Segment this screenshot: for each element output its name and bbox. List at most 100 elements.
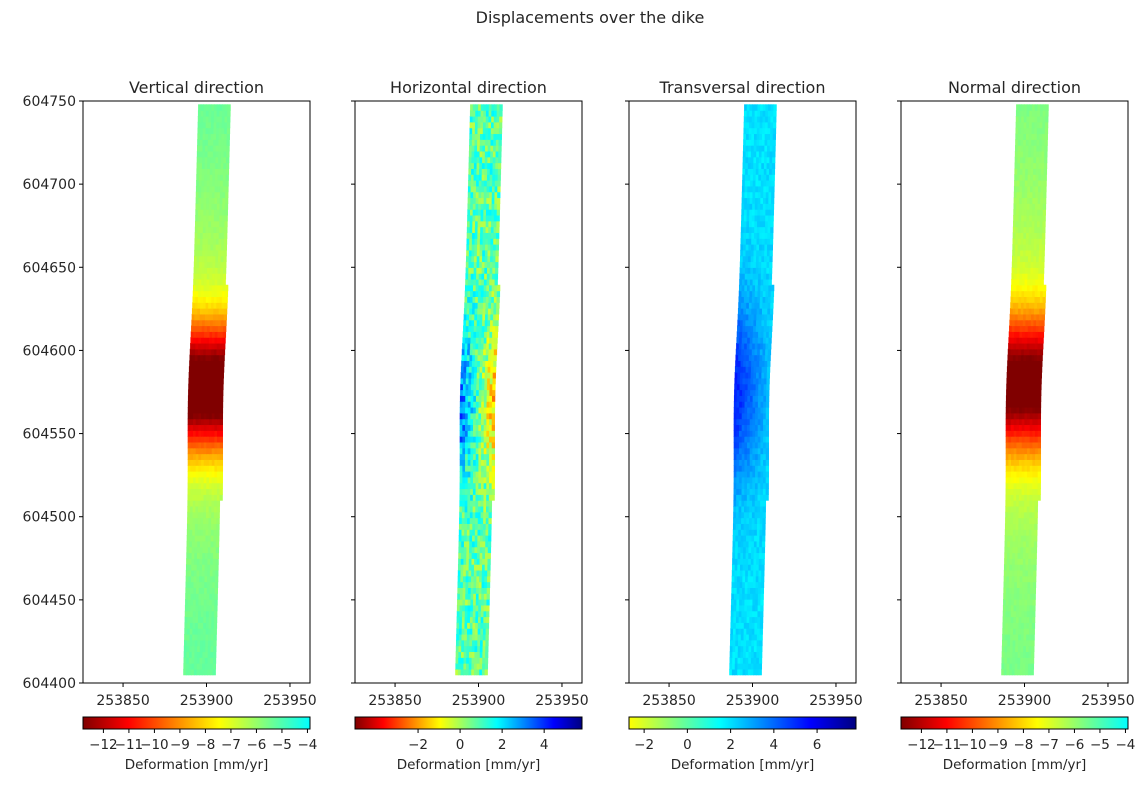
heatmap-cell	[1022, 383, 1026, 391]
heatmap-cell	[740, 360, 744, 367]
heatmap-cell	[473, 273, 477, 280]
heatmap-cell	[1038, 389, 1042, 396]
heatmap-cell	[470, 395, 474, 402]
heatmap-cell	[476, 156, 480, 164]
heatmap-cell	[478, 197, 482, 204]
heatmap-cell	[1014, 552, 1019, 559]
heatmap-cell	[211, 418, 215, 426]
heatmap-cell	[1024, 389, 1029, 396]
heatmap-cell	[1006, 383, 1010, 391]
heatmap-cell	[1037, 447, 1042, 455]
heatmap-cell	[483, 593, 488, 600]
heatmap-cell	[1017, 249, 1021, 257]
heatmap-cell	[758, 331, 762, 338]
heatmap-cell	[204, 267, 208, 274]
heatmap-cell	[197, 232, 201, 239]
heatmap-cell	[756, 523, 761, 530]
heatmap-cell	[211, 517, 215, 524]
heatmap-cell	[1016, 278, 1020, 286]
heatmap-cell	[215, 552, 219, 559]
heatmap-cell	[200, 500, 205, 507]
heatmap-cell	[492, 261, 496, 268]
heatmap-cell	[759, 622, 764, 629]
heatmap-cell	[1008, 430, 1012, 437]
heatmap-cell	[1024, 209, 1028, 216]
heatmap-cell	[1027, 331, 1031, 338]
heatmap-cell	[202, 244, 206, 251]
heatmap-cell	[1013, 494, 1017, 501]
heatmap-cell	[493, 127, 497, 135]
heatmap-cell	[741, 517, 745, 524]
heatmap-cell	[754, 133, 758, 140]
heatmap-cell	[480, 220, 484, 228]
heatmap-cell	[493, 139, 497, 146]
heatmap-cell	[183, 668, 187, 676]
heatmap-cell	[740, 308, 744, 315]
heatmap-cell	[751, 651, 755, 658]
heatmap-cell	[196, 552, 201, 559]
heatmap-cell	[1017, 575, 1021, 583]
heatmap-cell	[472, 633, 476, 641]
heatmap-cell	[467, 290, 471, 297]
heatmap-cell	[203, 593, 208, 600]
heatmap-cell	[190, 500, 194, 507]
heatmap-cell	[756, 663, 760, 670]
heatmap-cell	[750, 261, 754, 268]
heatmap-cell	[1028, 121, 1033, 129]
heatmap-cell	[755, 424, 759, 431]
heatmap-cell	[224, 110, 228, 117]
heatmap-cell	[770, 220, 774, 228]
heatmap-cell	[1022, 372, 1026, 379]
heatmap-cell	[460, 366, 465, 373]
heatmap-cell	[745, 668, 749, 676]
heatmap-cell	[751, 616, 756, 623]
heatmap-cell	[1015, 546, 1019, 554]
heatmap-cell	[466, 639, 470, 647]
heatmap-cell	[738, 342, 743, 350]
heatmap-cell	[472, 482, 477, 490]
heatmap-cell	[1022, 587, 1026, 594]
heatmap-cell	[1040, 284, 1044, 292]
heatmap-cell	[489, 174, 493, 181]
heatmap-cell	[198, 593, 202, 600]
heatmap-cell	[202, 255, 206, 263]
heatmap-cell	[206, 337, 210, 344]
heatmap-cell	[193, 267, 197, 274]
heatmap-cell	[206, 197, 210, 204]
heatmap-cell	[1037, 214, 1041, 222]
heatmap-cell	[1013, 511, 1017, 519]
heatmap-cell	[1026, 115, 1030, 123]
heatmap-cell	[747, 191, 751, 199]
heatmap-cell	[205, 296, 210, 303]
heatmap-cell	[214, 447, 218, 455]
heatmap-cell	[476, 261, 480, 268]
heatmap-cell	[1017, 651, 1021, 658]
heatmap-cell	[1027, 191, 1031, 199]
heatmap-cell	[196, 255, 200, 263]
heatmap-cell	[467, 395, 472, 402]
heatmap-cell	[473, 436, 477, 443]
heatmap-cell	[474, 127, 479, 135]
heatmap-cell	[192, 529, 196, 536]
heatmap-cell	[210, 366, 214, 373]
heatmap-cell	[468, 383, 472, 391]
heatmap-cell	[469, 232, 473, 239]
heatmap-cell	[747, 430, 751, 437]
heatmap-cell	[773, 115, 777, 123]
heatmap-cell	[488, 500, 493, 507]
heatmap-cell	[762, 523, 766, 530]
heatmap-cell	[465, 389, 469, 396]
heatmap-cell	[761, 238, 766, 245]
heatmap-cell	[763, 185, 767, 193]
heatmap-cell	[208, 639, 212, 647]
heatmap-cell	[195, 436, 199, 443]
heatmap-cell	[1021, 430, 1025, 437]
heatmap-cell	[190, 488, 194, 495]
heatmap-cell	[1021, 203, 1025, 210]
heatmap-cell	[486, 389, 491, 396]
heatmap-cell	[455, 657, 459, 664]
heatmap-cell	[1008, 604, 1012, 612]
heatmap-cell	[203, 436, 207, 443]
heatmap-cell	[755, 383, 759, 391]
